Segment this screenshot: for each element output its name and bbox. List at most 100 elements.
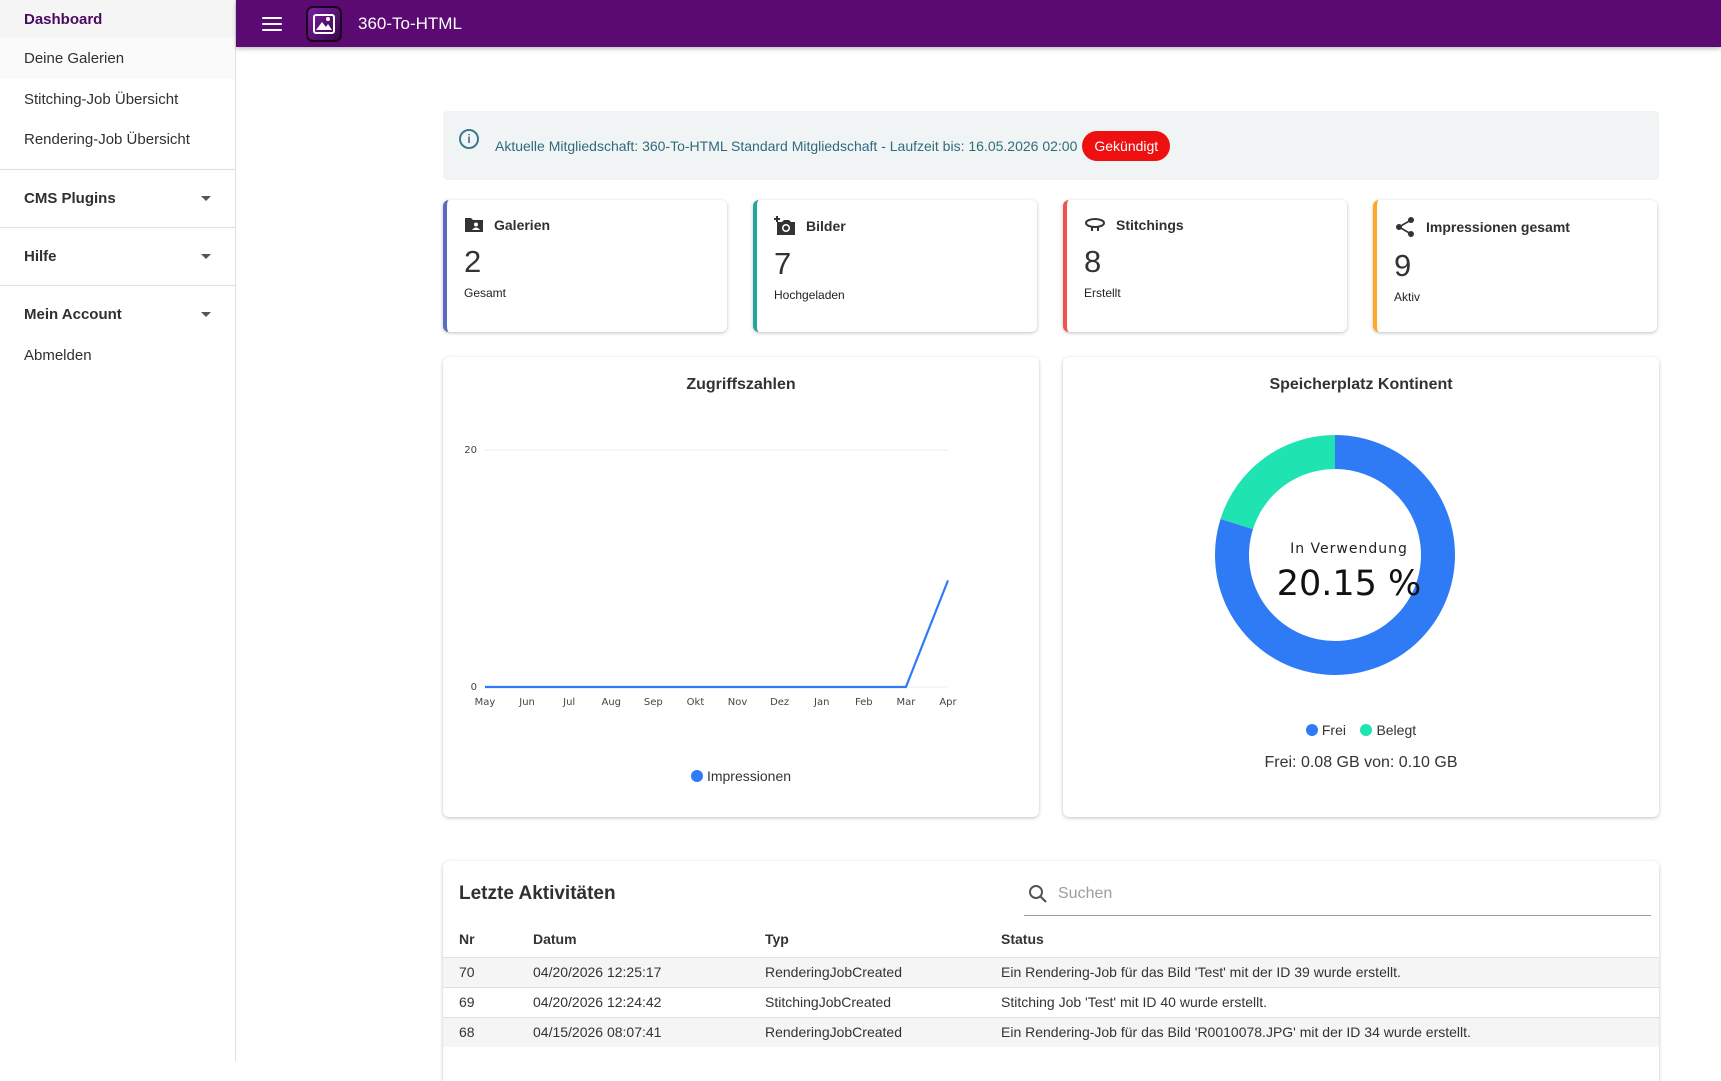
column-header-nr[interactable]: Nr: [459, 930, 475, 947]
app-title: 360-To-HTML: [358, 13, 462, 33]
sidebar-item-rendering-jobs[interactable]: Rendering-Job Übersicht: [0, 119, 235, 169]
donut-center-label: In Verwendung: [1290, 541, 1408, 557]
cell-date: 04/20/2026 12:25:17: [517, 956, 749, 987]
x-tick-label: Okt: [687, 697, 705, 708]
search-field[interactable]: [1024, 873, 1651, 916]
x-tick-label: Aug: [602, 697, 622, 708]
line-chart: 0 20 May Jun Jul Aug Sep Okt Nov Dez Jan Feb Mar Apr: [464, 445, 957, 708]
cell-type: RenderingJobCreated: [749, 956, 985, 987]
sidebar-group-label: Hilfe: [24, 248, 57, 265]
stat-value: 2: [464, 244, 482, 279]
x-tick-label: Jun: [518, 697, 535, 708]
add-photo-icon: [774, 216, 795, 235]
column-header-date[interactable]: Datum: [533, 930, 577, 947]
stat-value: 8: [1084, 244, 1102, 279]
x-tick-label: Nov: [728, 697, 748, 708]
share-icon: [1396, 217, 1414, 237]
sidebar-group-help[interactable]: Hilfe: [0, 228, 235, 285]
access-chart-card: Zugriffszahlen 0 20 May Jun Jul Aug Sep Okt Nov D…: [443, 357, 1039, 817]
chart-title: Speicherplatz Kontinent: [1269, 376, 1453, 393]
sidebar-group-cms-plugins[interactable]: CMS Plugins: [0, 170, 235, 227]
legend-label: Belegt: [1376, 722, 1417, 738]
legend-dot: [1305, 724, 1318, 736]
stat-subtitle: Erstellt: [1084, 286, 1121, 300]
sidebar-item-dashboard[interactable]: Dashboard: [0, 0, 235, 38]
gallery-folder-icon: [465, 218, 483, 232]
cell-date: 04/15/2026 08:07:41: [517, 1016, 749, 1047]
cell-status: Ein Rendering-Job für das Bild 'R0010078…: [985, 1016, 1659, 1047]
sidebar-group-account[interactable]: Mein Account: [0, 286, 235, 343]
activity-card: Letzte Aktivitäten Nr Datum Typ Status 7…: [443, 861, 1659, 1081]
cell-nr: 70: [443, 956, 517, 987]
sidebar-item-label: Abmelden: [24, 346, 92, 364]
legend-item-used[interactable]: Belegt: [1360, 722, 1416, 738]
column-header-status[interactable]: Status: [1001, 930, 1044, 947]
chevron-down-icon: [201, 312, 211, 317]
legend-dot: [1360, 724, 1373, 736]
stat-card-stitchings[interactable]: Stitchings 8 Erstellt: [1063, 200, 1347, 332]
donut-center-value: 20.15 %: [1277, 564, 1422, 604]
x-tick-label: Apr: [939, 697, 957, 708]
x-tick-label: Jan: [813, 697, 829, 708]
stat-subtitle: Gesamt: [464, 286, 507, 300]
chart-legend: Impressionen: [443, 768, 1039, 787]
membership-text: Aktuelle Mitgliedschaft: 360-To-HTML Sta…: [495, 137, 1078, 154]
y-tick-label: 20: [464, 445, 477, 456]
table-row[interactable]: 69 04/20/2026 12:24:42 StitchingJobCreat…: [443, 986, 1659, 1017]
chart-legend: Frei Belegt: [1063, 722, 1659, 741]
legend-item-impressions[interactable]: Impressionen: [690, 768, 792, 784]
stat-subtitle: Hochgeladen: [774, 288, 845, 302]
cell-status: Ein Rendering-Job für das Bild 'Test' mi…: [985, 956, 1659, 987]
membership-alert: i Aktuelle Mitgliedschaft: 360-To-HTML S…: [443, 111, 1659, 180]
sidebar-item-stitching-jobs[interactable]: Stitching-Job Übersicht: [0, 79, 235, 119]
cell-type: StitchingJobCreated: [749, 986, 985, 1017]
activity-table: Nr Datum Typ Status 70 04/20/2026 12:25:…: [443, 921, 1659, 1047]
stat-card-impressions[interactable]: Impressionen gesamt 9 Aktiv: [1373, 200, 1657, 332]
sidebar-item-label: Dashboard: [24, 10, 103, 28]
x-tick-label: Sep: [644, 697, 663, 708]
legend-label: Impressionen: [706, 768, 792, 784]
sidebar-item-logout[interactable]: Abmelden: [0, 335, 235, 375]
stat-title: Bilder: [806, 218, 846, 234]
table-header-row: Nr Datum Typ Status: [443, 921, 1659, 957]
mountain-image-icon: [313, 13, 335, 34]
sidebar-item-label: Rendering-Job Übersicht: [24, 131, 190, 148]
x-tick-label: Mar: [896, 697, 916, 708]
section-title: Letzte Aktivitäten: [459, 883, 616, 904]
legend-label: Frei: [1321, 722, 1346, 738]
stat-card-images[interactable]: Bilder 7 Hochgeladen: [753, 200, 1037, 332]
chevron-down-icon: [201, 196, 211, 201]
stat-title: Impressionen gesamt: [1426, 219, 1570, 235]
divider: [0, 227, 235, 228]
divider: [0, 169, 235, 170]
search-icon: [1029, 885, 1047, 903]
divider: [0, 285, 235, 286]
stat-title: Galerien: [494, 217, 551, 233]
stat-card-galleries[interactable]: Galerien 2 Gesamt: [443, 200, 727, 332]
donut-slice-belegt: [1220, 435, 1335, 530]
cell-nr: 69: [443, 986, 517, 1017]
legend-dot: [690, 770, 703, 782]
sidebar-item-label: Stitching-Job Übersicht: [24, 90, 179, 108]
sidebar-item-galleries[interactable]: Deine Galerien: [0, 38, 235, 79]
stat-value: 9: [1394, 248, 1412, 283]
x-tick-label: May: [475, 697, 496, 708]
table-row[interactable]: 70 04/20/2026 12:25:17 RenderingJobCreat…: [443, 956, 1659, 987]
cell-nr: 68: [443, 1016, 517, 1047]
x-tick-label: Dez: [770, 697, 789, 708]
menu-icon[interactable]: [262, 16, 282, 31]
cell-status: Stitching Job 'Test' mit ID 40 wurde ers…: [985, 986, 1659, 1017]
y-tick-label: 0: [471, 682, 477, 693]
series-line-impressions: [485, 579, 950, 689]
app-logo: [306, 5, 342, 42]
status-badge: Gekündigt: [1082, 130, 1171, 161]
stat-title: Stitchings: [1116, 217, 1184, 233]
storage-chart-card: Speicherplatz Kontinent In Verwendung 20…: [1063, 357, 1659, 817]
sidebar-item-label: Deine Galerien: [24, 50, 125, 67]
search-input[interactable]: [1058, 885, 1618, 903]
legend-item-free[interactable]: Frei: [1305, 722, 1346, 738]
column-header-type[interactable]: Typ: [765, 930, 789, 947]
table-row[interactable]: 68 04/15/2026 08:07:41 RenderingJobCreat…: [443, 1016, 1659, 1047]
stat-value: 7: [774, 246, 792, 281]
cell-date: 04/20/2026 12:24:42: [517, 986, 749, 1017]
